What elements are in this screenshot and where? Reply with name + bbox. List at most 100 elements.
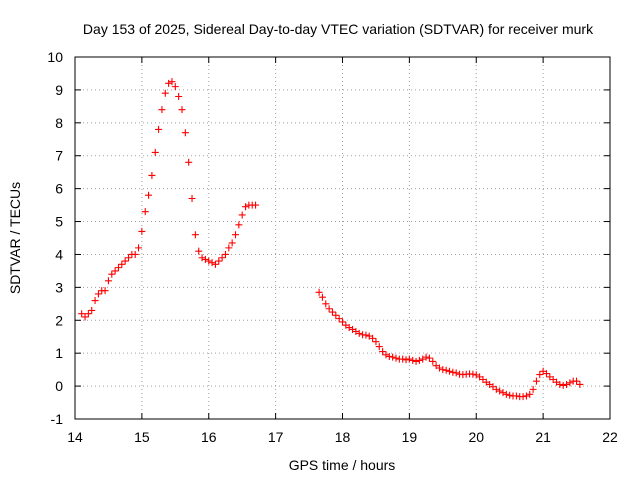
y-tick-label: 1 [55,345,63,361]
x-axis-label: GPS time / hours [289,457,396,473]
data-point [135,244,143,252]
data-point [496,387,504,395]
data-point [228,239,236,247]
data-point [198,254,206,262]
data-point [121,257,129,265]
data-point [325,305,333,313]
series-segment-2 [315,288,584,401]
data-point [566,379,574,387]
data-point [409,356,417,364]
y-tick-label: 3 [55,279,63,295]
data-point [502,390,510,398]
data-point [232,231,239,239]
data-point [215,257,223,265]
data-point [425,354,433,362]
data-point [118,260,126,268]
y-tick-label: -1 [51,411,64,427]
y-tick-label: 8 [55,115,63,131]
data-point [392,354,400,362]
data-point [114,264,122,272]
data-point [78,310,86,318]
x-tick-label: 16 [201,429,217,445]
data-point [556,380,564,388]
data-point [108,270,116,278]
x-tick-label: 14 [67,429,83,445]
data-point [125,254,132,262]
data-point [519,393,527,401]
data-point [379,348,387,356]
data-point [155,125,163,133]
data-point [512,392,520,400]
data-point [469,370,477,378]
y-tick-label: 4 [55,246,63,262]
data-point [158,106,166,114]
data-point [369,334,377,342]
x-tick-label: 19 [402,429,418,445]
data-point [415,356,423,364]
y-axis-label: SDTVAR / TECUs [7,182,23,294]
data-point [235,221,243,229]
data-point [81,313,89,321]
data-point [382,351,390,359]
data-point [131,250,139,258]
data-point [526,390,534,398]
data-point [151,148,159,156]
data-point [355,329,363,337]
data-point [111,267,119,275]
data-point [389,353,397,361]
data-point [573,377,581,385]
data-point [332,311,340,319]
data-point [178,106,186,114]
grid-lines [75,57,610,419]
data-point [536,371,544,379]
data-point [335,315,343,323]
data-point [94,290,102,298]
chart-title: Day 153 of 2025, Sidereal Day-to-day VTE… [83,21,594,37]
data-point [185,158,193,166]
data-point [399,355,407,363]
data-point [532,377,540,385]
data-point [252,201,260,209]
y-tick-label: 5 [55,214,63,230]
data-point [101,287,109,295]
data-point [442,366,450,374]
data-point [362,331,370,339]
data-point [529,385,537,393]
data-point [104,277,112,285]
data-point [168,78,176,86]
data-point [161,89,169,97]
data-point [522,392,530,400]
data-point [402,356,410,364]
data-point [84,310,92,318]
data-point [328,308,336,316]
x-tick-label: 17 [268,429,284,445]
x-tick-label: 15 [134,429,150,445]
data-point [195,247,203,255]
data-point [435,364,443,372]
data-point [225,244,233,252]
data-point [506,391,514,399]
data-point [171,83,179,91]
y-tick-label: 6 [55,181,63,197]
data-series [78,78,584,401]
data-point [138,227,146,235]
series-segment-1 [78,78,260,321]
x-tick-label: 22 [602,429,618,445]
data-point [238,211,246,219]
data-point [412,357,420,365]
data-point [385,352,393,360]
data-point [375,343,383,351]
data-point [148,171,156,179]
data-point [205,257,213,265]
x-tick-label: 18 [335,429,351,445]
data-point [221,250,229,258]
data-point [175,92,183,100]
data-point [141,208,149,216]
data-point [559,381,567,389]
data-point [492,385,500,393]
data-point [88,306,96,314]
data-point [201,255,209,263]
data-point [499,389,507,397]
data-point [315,288,323,296]
